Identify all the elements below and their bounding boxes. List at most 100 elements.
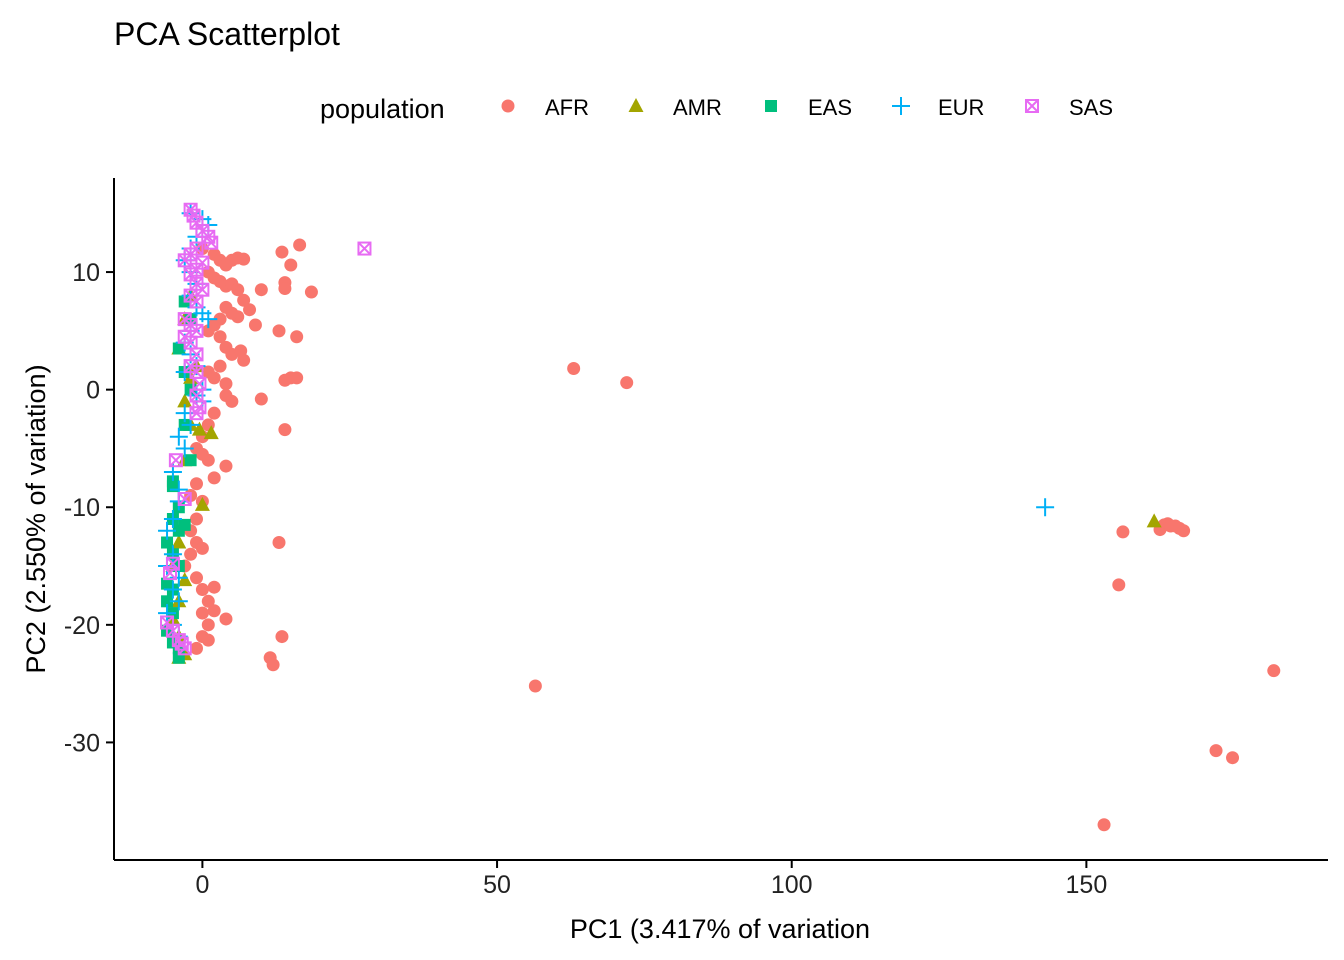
point-afr	[275, 630, 289, 644]
point-afr	[272, 536, 286, 550]
point-amr	[177, 572, 193, 587]
point-eas	[184, 454, 197, 467]
point-afr	[207, 406, 221, 420]
point-afr	[290, 371, 304, 385]
point-amr	[1146, 513, 1162, 528]
x-axis-label: PC1 (3.417% of variation	[570, 914, 870, 944]
point-sas	[177, 641, 192, 656]
point-amr	[191, 421, 207, 436]
point-afr	[219, 300, 233, 314]
point-amr	[203, 425, 219, 440]
legend-key-amr	[628, 98, 644, 112]
point-afr	[213, 330, 227, 344]
legend-label-sas: SAS	[1069, 95, 1113, 120]
x-tick-label: 50	[483, 871, 511, 899]
point-eas	[161, 595, 174, 608]
point-afr	[1097, 818, 1111, 832]
point-afr	[207, 471, 221, 485]
point-eur	[163, 545, 182, 564]
point-afr	[219, 612, 233, 626]
point-afr	[243, 303, 257, 317]
point-afr	[567, 361, 581, 375]
point-afr	[190, 641, 204, 655]
x-ticks: 0 50 100 150	[195, 860, 1107, 899]
series-afr	[178, 238, 1281, 832]
point-sas	[189, 406, 204, 421]
point-afr	[201, 618, 215, 632]
point-eur	[199, 310, 218, 329]
point-afr	[195, 541, 209, 555]
point-amr	[171, 534, 187, 549]
point-afr	[201, 365, 215, 379]
point-sas	[189, 294, 204, 309]
y-axis-label: PC2 (2.550% of variation)	[21, 364, 51, 673]
axes: 0 50 100 150 100-10-20-30	[64, 178, 1328, 899]
point-eas	[172, 342, 185, 355]
point-afr	[275, 245, 289, 259]
point-eur	[163, 580, 182, 599]
point-afr	[237, 252, 251, 266]
legend-key-eas	[765, 100, 777, 112]
point-amr	[194, 496, 210, 511]
point-afr	[284, 258, 298, 272]
point-eur	[169, 427, 188, 446]
legend-key-sas	[1025, 99, 1039, 113]
legend-label-amr: AMR	[673, 95, 722, 120]
point-afr	[213, 359, 227, 373]
legend-key-afr	[501, 99, 515, 113]
x-tick-label: 100	[771, 871, 813, 899]
point-afr	[272, 324, 286, 338]
point-afr	[237, 353, 251, 367]
legend-label-afr: AFR	[545, 95, 589, 120]
point-sas	[162, 566, 177, 581]
legend-label-eas: EAS	[808, 95, 852, 120]
point-eur	[1036, 498, 1055, 517]
point-afr	[201, 324, 215, 338]
point-eur	[158, 521, 177, 540]
y-tick-label: 0	[86, 377, 100, 405]
point-afr	[1209, 744, 1223, 758]
y-tick-label: -20	[64, 612, 100, 640]
point-afr	[1226, 751, 1240, 765]
point-afr	[1267, 664, 1281, 678]
point-afr	[304, 285, 318, 299]
point-sas	[204, 235, 219, 250]
legend-title: population	[320, 94, 445, 124]
point-afr	[278, 373, 292, 387]
point-sas	[357, 241, 372, 256]
point-afr	[1112, 578, 1126, 592]
point-afr	[248, 318, 262, 332]
y-tick-label: 10	[72, 259, 100, 287]
point-afr	[528, 679, 542, 693]
point-afr	[1177, 524, 1191, 538]
point-afr	[207, 580, 221, 594]
legend: population AFR AMR EAS EUR SAS	[320, 94, 1113, 124]
legend-label-eur: EUR	[938, 95, 984, 120]
points-layer	[158, 202, 1281, 832]
point-afr	[278, 423, 292, 437]
x-tick-label: 0	[195, 871, 209, 899]
chart-title: PCA Scatterplot	[114, 16, 340, 52]
point-eur	[158, 604, 177, 623]
point-afr	[290, 330, 304, 344]
point-afr	[231, 283, 245, 297]
series-sas	[160, 202, 372, 656]
point-eas	[178, 518, 191, 531]
y-ticks: 10 0 -10 -20 -30	[64, 259, 114, 757]
point-amr	[177, 393, 193, 408]
point-afr	[266, 658, 280, 672]
point-afr	[254, 283, 268, 297]
point-afr	[278, 282, 292, 296]
point-sas	[177, 492, 192, 507]
point-afr	[293, 238, 307, 252]
point-afr	[254, 392, 268, 406]
point-afr	[201, 633, 215, 647]
point-afr	[201, 453, 215, 467]
point-afr	[195, 606, 209, 620]
point-afr	[237, 293, 251, 307]
point-afr	[225, 394, 239, 408]
point-eur	[169, 568, 188, 587]
point-sas	[192, 376, 207, 391]
legend-key-eur	[892, 97, 910, 115]
